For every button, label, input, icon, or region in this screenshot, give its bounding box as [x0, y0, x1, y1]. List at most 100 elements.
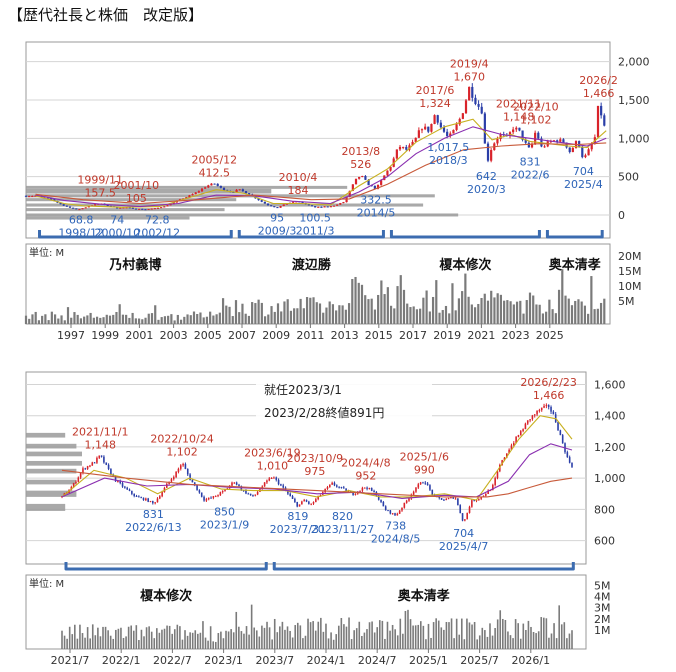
candle-body: [487, 490, 489, 494]
candle-body: [550, 407, 552, 412]
volume-bar: [331, 304, 335, 324]
volume-bar: [176, 624, 179, 649]
high-annotation-label: 2013/8: [341, 145, 380, 158]
candle-body: [84, 207, 87, 209]
president-term-bracket: [272, 562, 575, 571]
y-tick-label: 0: [618, 209, 625, 222]
volume-bar: [543, 617, 545, 649]
volume-bar: [422, 625, 425, 649]
candle-body: [241, 189, 244, 192]
candle-body: [122, 207, 125, 209]
volume-bar: [389, 305, 393, 324]
candle-body: [395, 149, 398, 159]
volume-bar: [112, 314, 115, 324]
candle-body: [82, 468, 84, 473]
volume-bar: [564, 295, 567, 324]
high-annotation-label: 2022/10/24: [150, 433, 213, 446]
candle-body: [317, 495, 319, 500]
volume-bar: [490, 290, 493, 324]
volume-bar: [554, 313, 557, 324]
volume-bar: [506, 300, 509, 324]
candle-body: [471, 86, 474, 98]
volume-bar: [105, 314, 108, 324]
volume-bar: [567, 298, 570, 324]
volume-bar: [394, 629, 396, 649]
x-tick-label: 2015: [365, 329, 393, 342]
candle-body: [114, 476, 117, 482]
candle-body: [499, 465, 501, 472]
volume-bar: [486, 300, 490, 324]
volume-bar: [393, 308, 396, 324]
candle-body: [268, 478, 271, 481]
volume-bar: [221, 298, 225, 324]
candle-body: [191, 479, 194, 483]
candle-body: [377, 496, 380, 500]
volume-bar: [463, 639, 466, 649]
volume-bar: [179, 626, 181, 649]
volume-bar: [561, 269, 564, 324]
candle-body: [270, 205, 273, 207]
low-annotation-value: 831: [520, 155, 541, 168]
volume-bar: [558, 605, 560, 649]
volume-bar: [353, 630, 355, 649]
volume-bar: [377, 294, 380, 324]
volume-unit-label: 単位: M: [29, 246, 64, 259]
candle-body: [142, 497, 145, 501]
volume-bar: [168, 625, 171, 649]
volume-bar: [517, 623, 519, 649]
candle-body: [566, 452, 569, 458]
volume-bar: [117, 628, 120, 649]
candle-body: [50, 198, 53, 200]
volume-bar: [244, 313, 247, 324]
volume-bar: [131, 312, 134, 324]
candle-body: [335, 485, 338, 487]
candle-body: [438, 496, 441, 499]
candle-body: [320, 206, 323, 208]
volume-bar: [509, 635, 512, 649]
volume-bar: [470, 304, 473, 324]
candle-body: [273, 477, 275, 479]
inauguration-note-line2: 2023/2/28終値891円: [264, 405, 384, 420]
volume-bar: [571, 630, 573, 649]
candle-body: [224, 489, 226, 491]
volume-bar: [545, 311, 548, 324]
volume-bar: [566, 638, 568, 649]
volume-bar: [445, 621, 448, 649]
high-annotation-label: 2026/2: [579, 74, 618, 87]
volume-bar: [358, 621, 361, 649]
volume-bar: [86, 627, 89, 649]
candle-body: [485, 493, 487, 496]
candle-body: [266, 480, 268, 483]
volume-bar: [478, 635, 481, 649]
candle-body: [414, 137, 417, 142]
volume-bar: [296, 308, 299, 324]
volume-bar: [402, 633, 404, 649]
candle-body: [351, 184, 354, 191]
low-annotation-label: 2014/5: [357, 207, 396, 220]
y-tick-label: 2,000: [618, 56, 650, 69]
volume-bar: [322, 631, 325, 649]
volume-bar: [250, 604, 253, 649]
candle-body: [72, 483, 75, 488]
volume-bar: [355, 628, 358, 649]
candle-body: [459, 505, 462, 514]
moving-average-line: [61, 469, 573, 498]
candle-body: [231, 482, 233, 486]
candle-body: [138, 208, 141, 210]
candle-body: [545, 405, 548, 407]
candle-body: [31, 196, 34, 198]
volume-bar: [489, 623, 491, 649]
volume-bar: [340, 617, 343, 649]
candle-body: [329, 484, 331, 488]
candle-body: [235, 482, 238, 485]
volume-bar: [118, 304, 121, 324]
candle-body: [238, 484, 240, 487]
high-annotation-value: 1,148: [503, 111, 535, 124]
candle-body: [524, 423, 527, 430]
volume-bar: [373, 309, 377, 324]
low-annotation-value: 819: [287, 510, 308, 523]
volume-bar: [553, 623, 555, 649]
candle-body: [91, 462, 94, 466]
candle-body: [442, 127, 446, 132]
candle-body: [273, 206, 276, 208]
